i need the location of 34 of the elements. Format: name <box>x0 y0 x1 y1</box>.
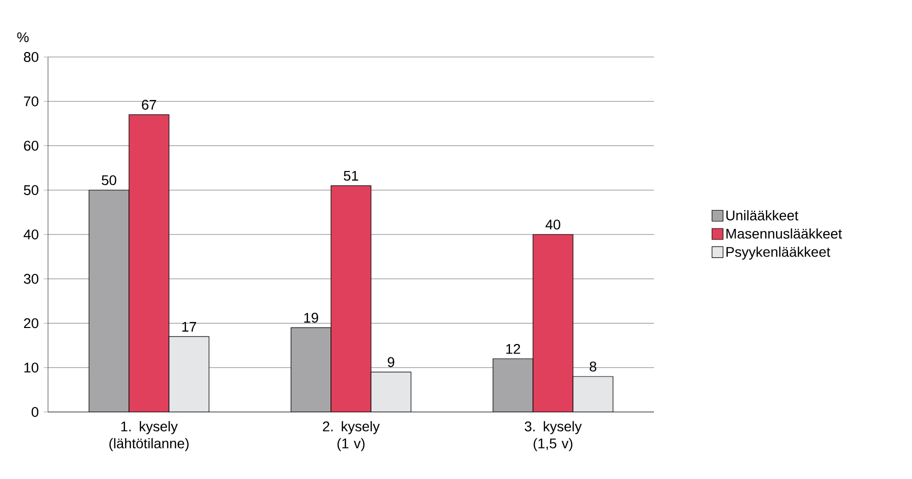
bar <box>572 376 614 412</box>
y-axis-title: % <box>17 32 29 42</box>
x-tick-label: 1. kysely (lähtötilanne) <box>109 421 189 452</box>
data-label: 51 <box>344 170 358 181</box>
y-tick-label: 10 <box>24 362 38 373</box>
y-tick-label: 50 <box>24 185 38 196</box>
bar <box>169 336 210 412</box>
bar <box>129 114 170 412</box>
bar <box>492 358 534 412</box>
legend-label: Masennuslääkkeet <box>726 228 842 239</box>
data-label: 8 <box>590 362 596 372</box>
data-label: 9 <box>388 357 394 368</box>
x-tick-label: 2. kysely (1 v) <box>322 421 380 452</box>
y-tick-label: 20 <box>24 318 38 328</box>
data-label: 50 <box>102 175 116 186</box>
y-tick-label: 0 <box>32 407 38 417</box>
bar <box>532 234 574 412</box>
bar <box>89 190 130 412</box>
y-tick-label: 30 <box>24 274 38 284</box>
y-tick-label: 80 <box>24 52 38 62</box>
x-tick-label: 3. kysely (1,5 v) <box>524 421 582 452</box>
bar <box>371 372 412 412</box>
data-label: 67 <box>142 100 156 110</box>
y-tick-label: 70 <box>24 96 38 106</box>
legend-label: Unilääkkeet <box>726 210 798 220</box>
data-label: 17 <box>182 322 196 332</box>
y-tick-label: 60 <box>24 140 38 151</box>
y-tick-label: 40 <box>24 230 38 240</box>
bar <box>291 328 332 412</box>
legend-label: Psyykenlääkkeet <box>726 246 830 260</box>
bar <box>331 186 372 412</box>
data-label: 12 <box>506 344 520 354</box>
data-label: 40 <box>546 220 560 230</box>
data-label: 19 <box>304 312 318 323</box>
